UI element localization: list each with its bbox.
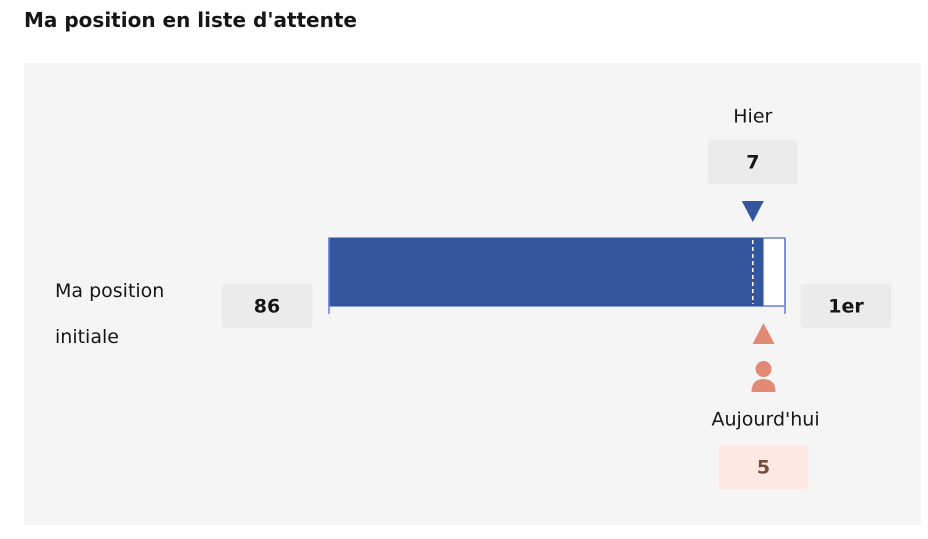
today-marker — [752, 323, 775, 344]
end-label-box — [800, 284, 892, 328]
initial-value-box — [221, 284, 313, 328]
person-body — [751, 379, 776, 392]
yesterday-label: Hier — [733, 106, 772, 128]
initial-value: 86 — [254, 296, 280, 318]
end-label: 1er — [828, 296, 864, 318]
yesterday-value: 7 — [746, 152, 759, 174]
initial-label: Ma position initiale — [55, 280, 165, 348]
today-label: Aujourd'hui — [711, 409, 819, 431]
bar-fill — [329, 238, 764, 306]
person-head — [755, 361, 772, 377]
yesterday-value-box — [707, 140, 798, 184]
yesterday-marker — [741, 201, 764, 222]
today-value: 5 — [757, 457, 770, 479]
today-value-box — [718, 445, 809, 489]
title: Ma position en liste d'attente — [24, 8, 357, 32]
